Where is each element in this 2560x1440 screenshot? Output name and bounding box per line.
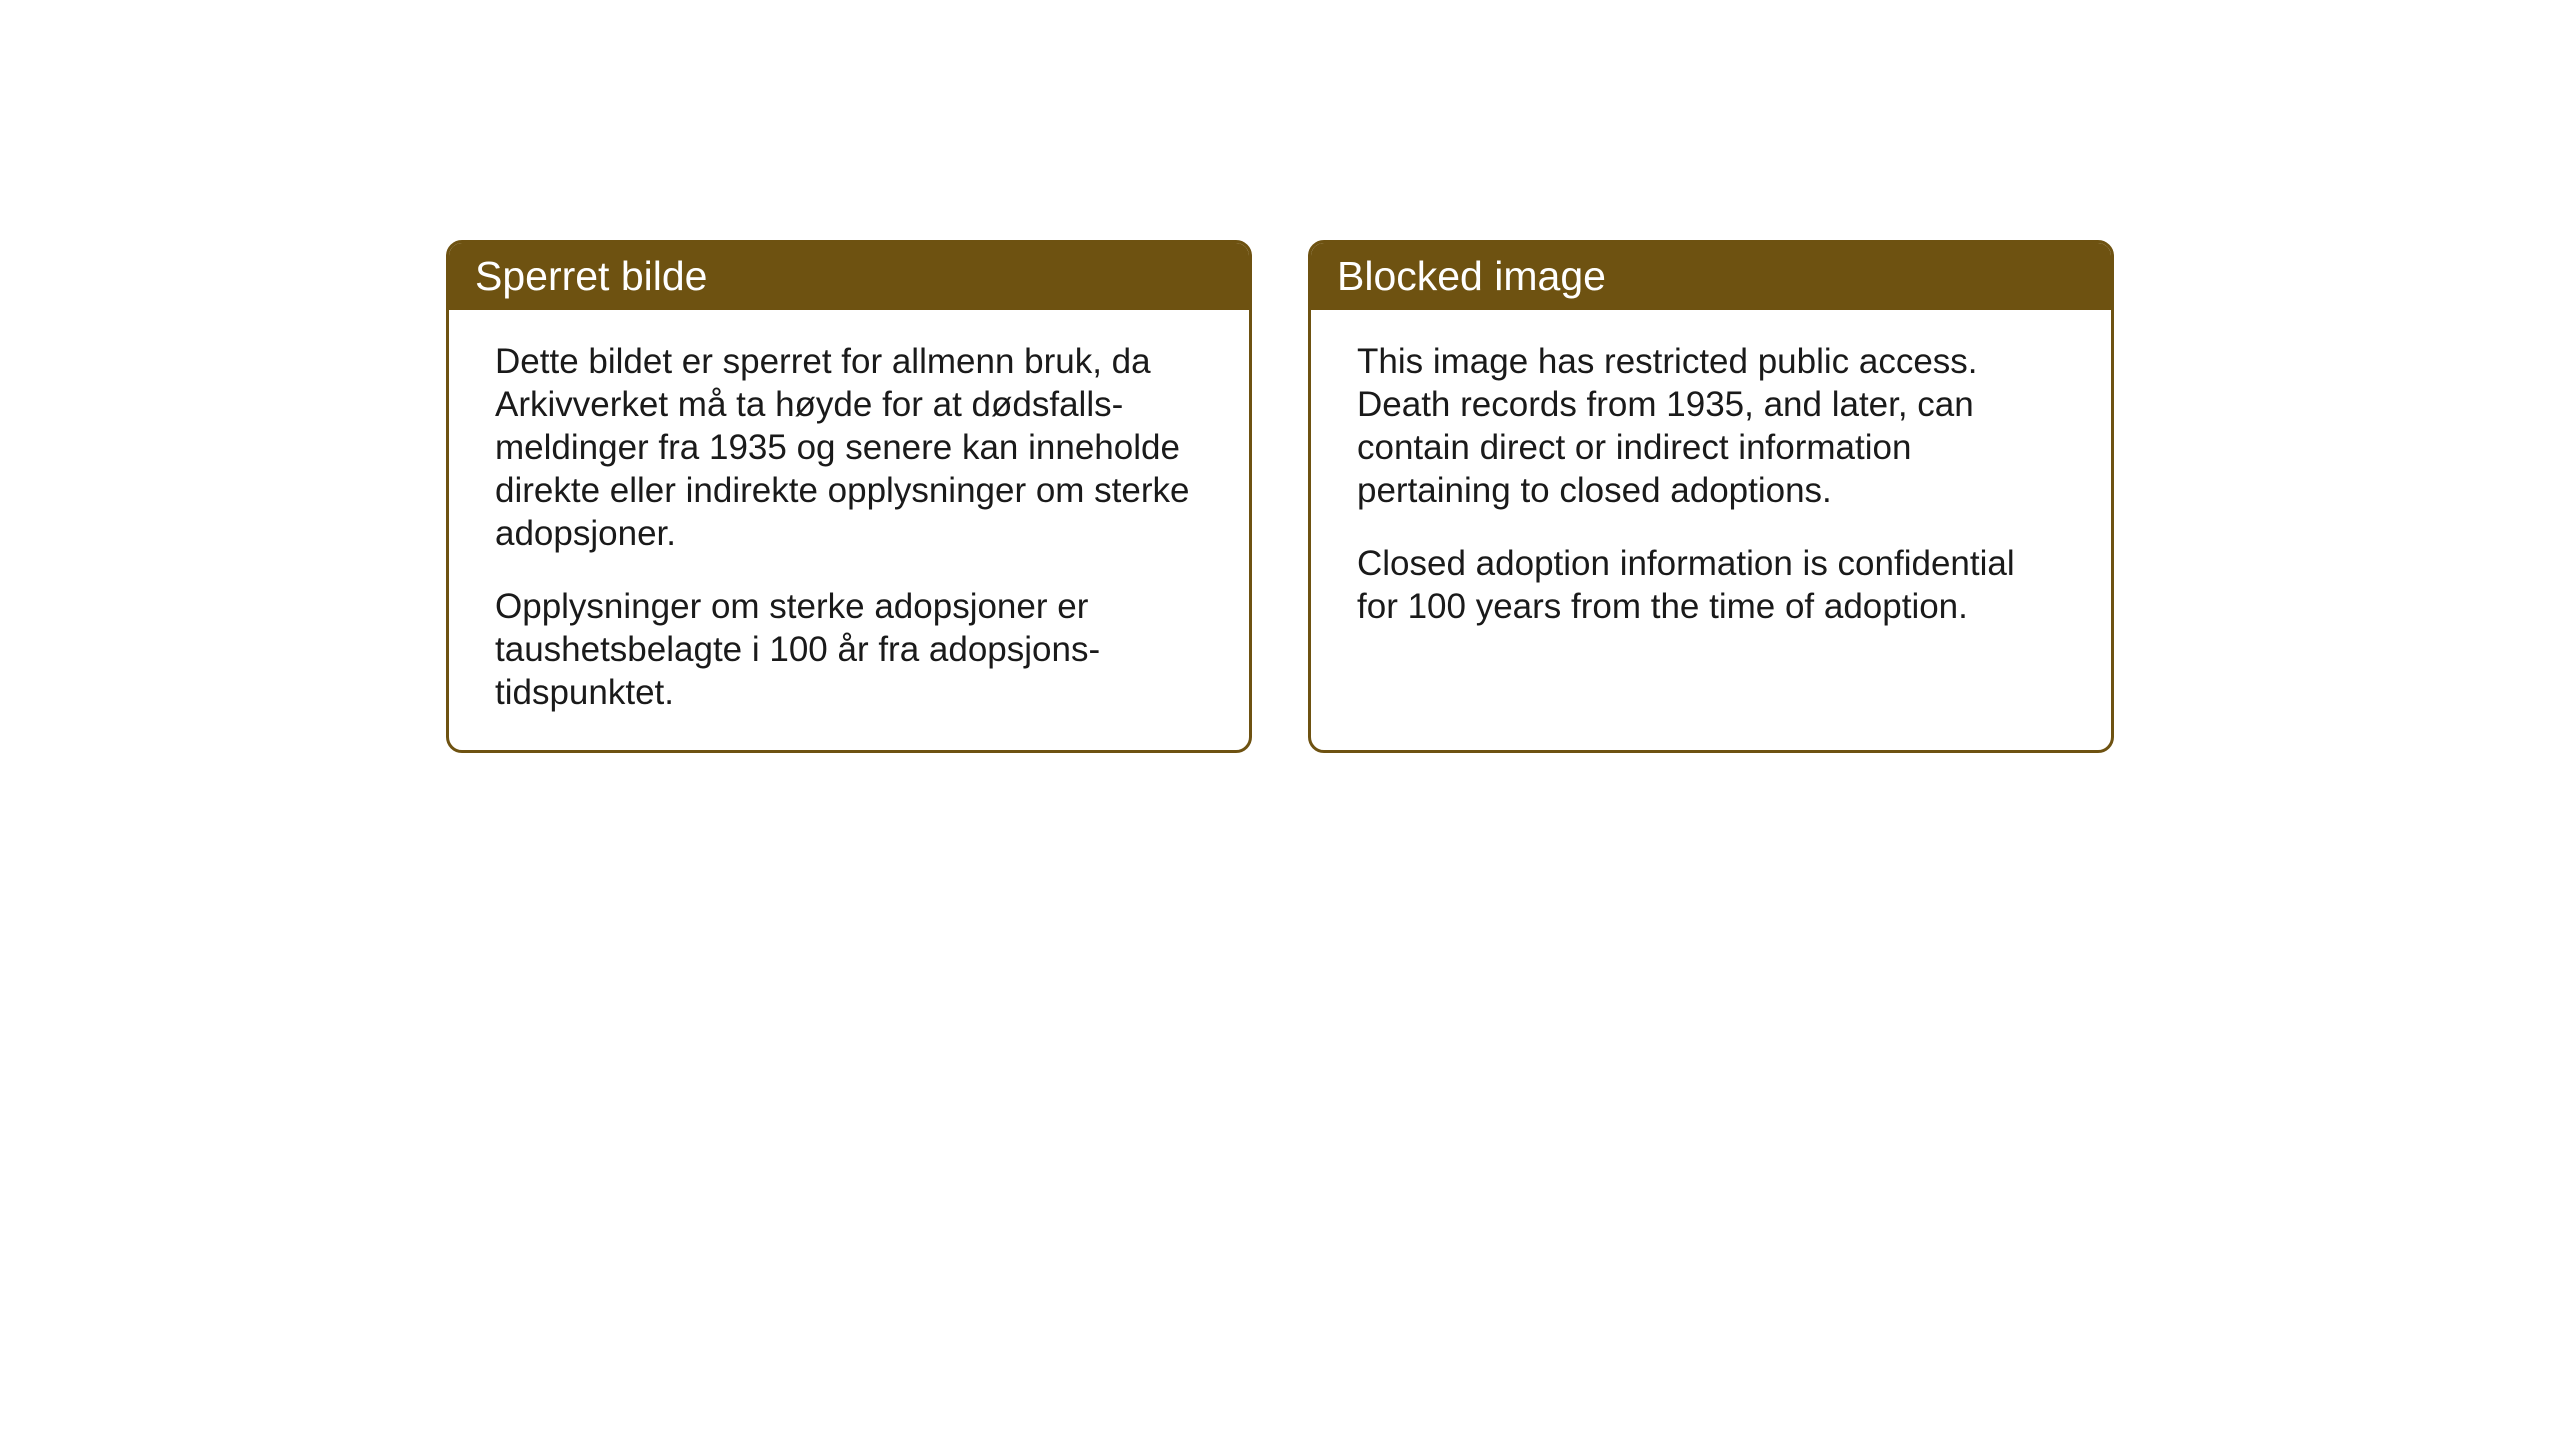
norwegian-paragraph-2: Opplysninger om sterke adopsjoner er tau… — [495, 585, 1203, 714]
norwegian-card-title: Sperret bilde — [449, 243, 1249, 310]
norwegian-card-body: Dette bildet er sperret for allmenn bruk… — [449, 310, 1249, 750]
english-card: Blocked image This image has restricted … — [1308, 240, 2114, 753]
english-paragraph-1: This image has restricted public access.… — [1357, 340, 2065, 512]
cards-container: Sperret bilde Dette bildet er sperret fo… — [446, 240, 2114, 753]
norwegian-paragraph-1: Dette bildet er sperret for allmenn bruk… — [495, 340, 1203, 555]
english-paragraph-2: Closed adoption information is confident… — [1357, 542, 2065, 628]
norwegian-card: Sperret bilde Dette bildet er sperret fo… — [446, 240, 1252, 753]
english-card-title: Blocked image — [1311, 243, 2111, 310]
english-card-body: This image has restricted public access.… — [1311, 310, 2111, 750]
